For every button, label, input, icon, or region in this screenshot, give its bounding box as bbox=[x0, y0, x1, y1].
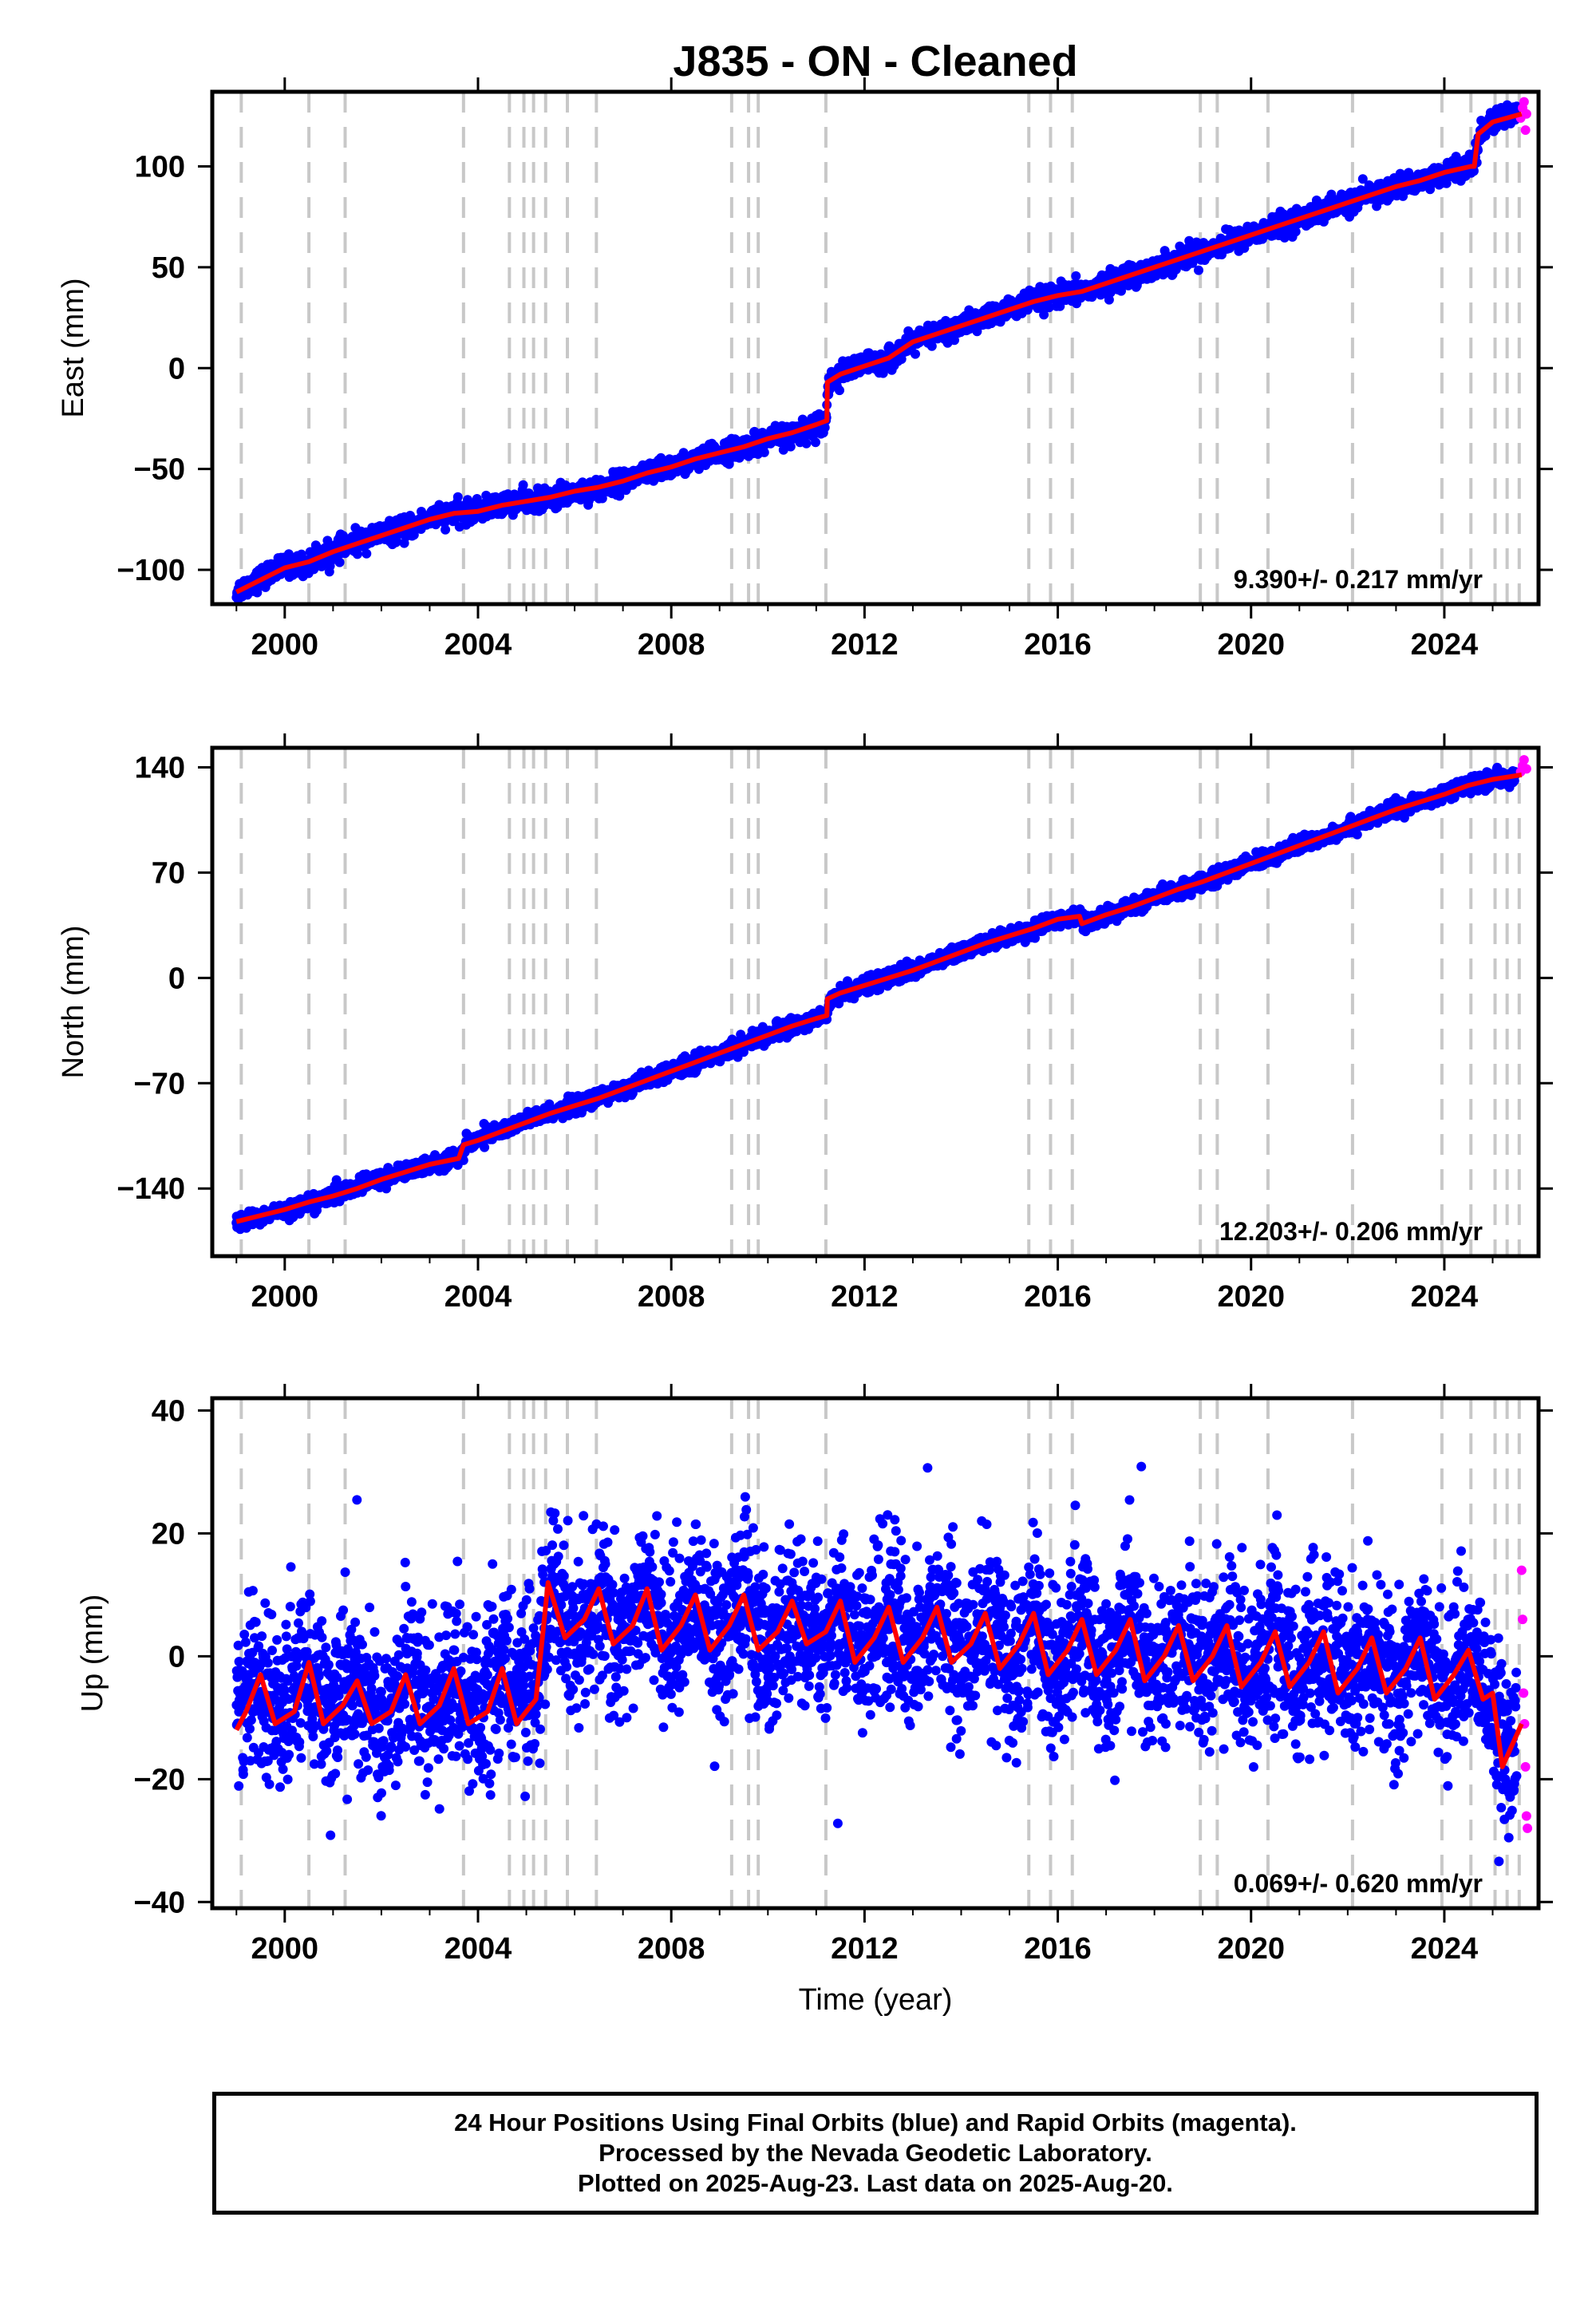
data-point bbox=[472, 494, 482, 504]
data-point bbox=[452, 492, 463, 502]
x-tick-label: 2012 bbox=[831, 628, 899, 662]
data-point bbox=[480, 1142, 490, 1152]
data-point bbox=[1441, 178, 1452, 188]
final-orbit-points bbox=[231, 100, 1522, 604]
rapid-point bbox=[1520, 125, 1531, 136]
y-tick-label: 100 bbox=[135, 151, 185, 184]
data-point bbox=[911, 349, 920, 359]
data-point bbox=[759, 447, 769, 457]
chart-title: J835 - ON - Cleaned bbox=[673, 38, 1077, 85]
data-point bbox=[1116, 286, 1126, 296]
data-point bbox=[518, 480, 528, 490]
data-point bbox=[1104, 294, 1114, 305]
data-point bbox=[1194, 265, 1203, 275]
data-point bbox=[1044, 302, 1054, 313]
model-fit-line bbox=[235, 111, 1523, 595]
y-tick-label: −50 bbox=[134, 453, 185, 487]
y-tick-label: −100 bbox=[117, 554, 185, 587]
data-point bbox=[1184, 235, 1195, 246]
data-point bbox=[440, 524, 451, 535]
data-point bbox=[322, 536, 333, 546]
data-point bbox=[820, 422, 830, 433]
y-tick-label: 0 bbox=[168, 352, 185, 385]
data-point bbox=[926, 341, 937, 351]
x-tick-label: 2016 bbox=[1024, 628, 1092, 662]
rapid-point bbox=[1521, 109, 1531, 119]
rate-label: 9.390+/- 0.217 mm/yr bbox=[1234, 565, 1483, 594]
data-point bbox=[1290, 227, 1301, 237]
x-tick-label: 2024 bbox=[1411, 628, 1479, 662]
y-tick-label: 50 bbox=[152, 251, 185, 285]
rapid-point bbox=[1519, 97, 1529, 107]
rapid-orbit-points bbox=[1515, 97, 1531, 136]
data-point bbox=[1071, 271, 1081, 281]
data-point bbox=[305, 547, 315, 557]
data-point bbox=[614, 491, 625, 501]
plot-frame bbox=[210, 89, 1541, 607]
data-point bbox=[1039, 310, 1049, 320]
data-point bbox=[811, 437, 820, 448]
panel-1: 2000 2004 2008 2012 2016 2020 2024 −100 −50 0 50 10… bbox=[57, 77, 1553, 662]
data-point bbox=[334, 557, 345, 567]
data-point bbox=[801, 438, 812, 449]
data-point bbox=[950, 335, 959, 346]
x-tick-label: 2020 bbox=[1217, 628, 1285, 662]
data-point bbox=[835, 385, 844, 396]
plot-area bbox=[231, 92, 1531, 604]
panel-2: 2000 2004 2008 2012 2016 2020 2024−140−7007014… bbox=[57, 733, 1553, 1314]
plot-area bbox=[231, 748, 1531, 1256]
data-point bbox=[1357, 174, 1368, 184]
data-point bbox=[331, 1175, 342, 1185]
panels: 2000 2004 2008 2012 2016 2020 2024 −100 −50 0 50 10… bbox=[57, 77, 1553, 1966]
x-tick-label: 2000 bbox=[251, 628, 319, 662]
data-point bbox=[361, 548, 372, 559]
x-tick-label: 2004 bbox=[444, 628, 512, 662]
y-axis-label: East (mm) bbox=[57, 278, 90, 417]
x-tick-label: 2008 bbox=[638, 628, 705, 662]
data-point bbox=[785, 441, 796, 452]
data-point bbox=[352, 549, 362, 559]
